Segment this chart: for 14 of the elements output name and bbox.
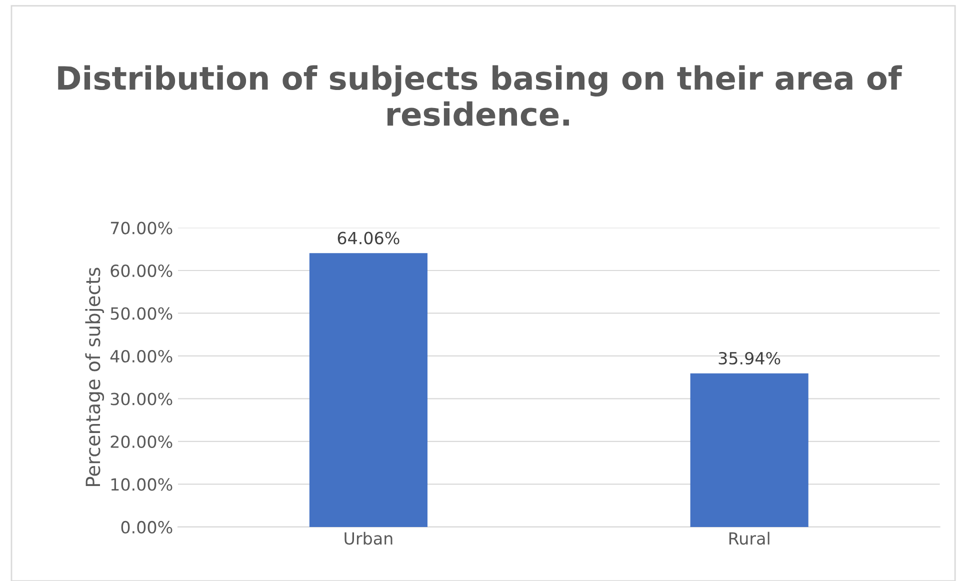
x-tick-label: Rural: [729, 532, 770, 545]
y-tick-label: 50.00%: [110, 307, 172, 320]
y-axis-title: Percentage of subjects: [85, 268, 104, 486]
data-label: 35.94%: [718, 352, 780, 365]
y-tick-label: 60.00%: [110, 264, 172, 278]
y-tick-label: 20.00%: [110, 435, 172, 448]
y-tick-label: 10.00%: [111, 478, 172, 491]
data-label: 64.06%: [338, 232, 400, 244]
chart-title: Distribution of subjects basing on their area of residence.: [58, 65, 902, 126]
y-tick-label: 40.00%: [110, 350, 172, 363]
y-tick-label: 0.00%: [121, 520, 172, 534]
y-tick-label: 30.00%: [110, 392, 172, 406]
x-tick-label: Urban: [344, 532, 392, 545]
y-tick-label: 70.00%: [110, 222, 172, 234]
